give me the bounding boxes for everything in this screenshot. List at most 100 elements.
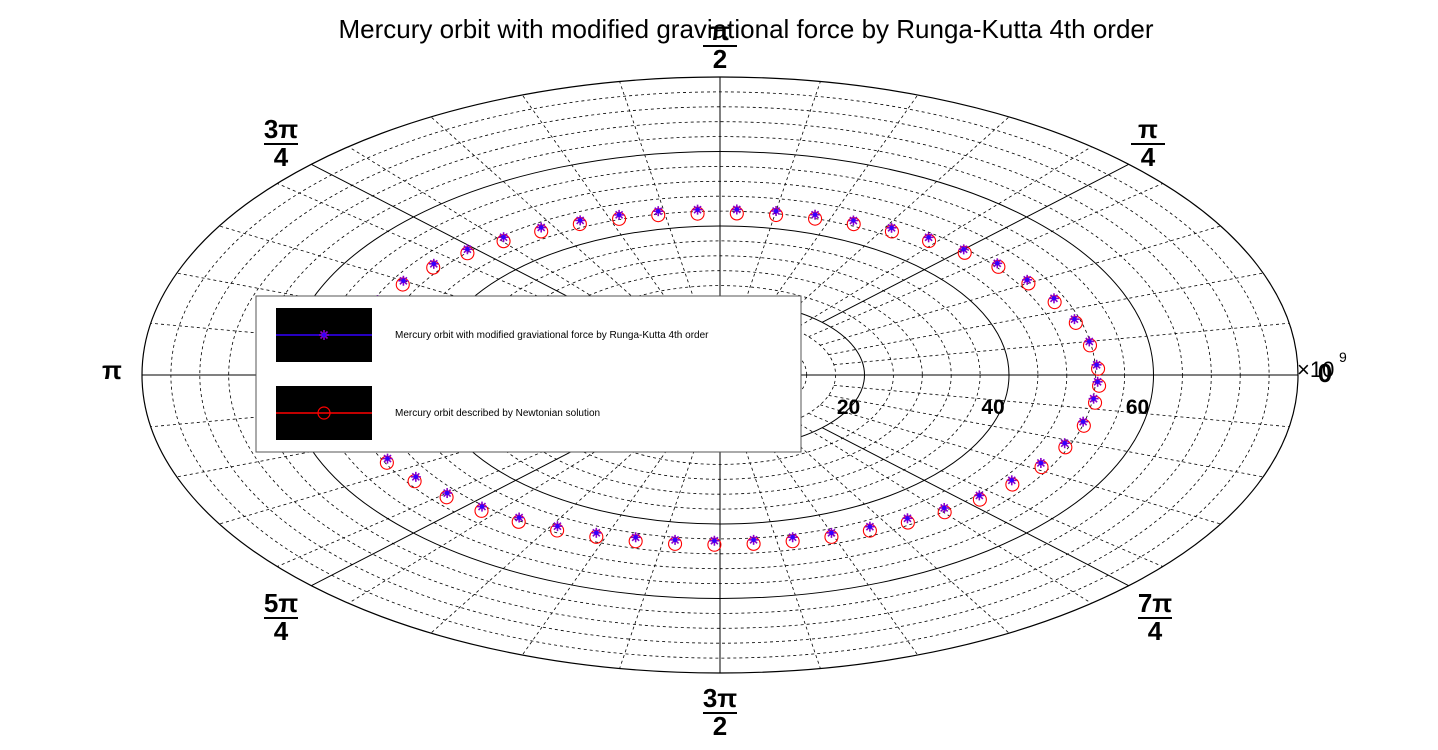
legend-label-rk4: Mercury orbit with modified graviational…	[395, 330, 709, 341]
rk4-point	[1078, 416, 1089, 427]
angle-label: 0	[1318, 358, 1332, 388]
rk4-point	[630, 532, 641, 543]
angle-label-numerator: 7π	[1138, 588, 1172, 618]
grid-spoke-minor	[219, 404, 621, 525]
newton-point	[1068, 315, 1083, 330]
grid-spoke-minor	[819, 404, 1221, 525]
angle-label-numerator: 5π	[264, 588, 298, 618]
angle-label: 3π4	[264, 114, 298, 172]
rk4-point	[709, 535, 720, 546]
grid-spoke-minor	[739, 81, 821, 317]
rk4-point	[552, 521, 563, 532]
rk4-point	[1084, 336, 1095, 347]
grid-spoke-minor	[277, 183, 632, 338]
legend-label-newton: Mercury orbit described by Newtonian sol…	[395, 408, 600, 419]
angle-label: π	[102, 355, 122, 385]
rk4-point	[575, 215, 586, 226]
rk4-point	[1035, 457, 1046, 468]
rk4-point	[748, 534, 759, 545]
rk4-point	[398, 275, 409, 286]
rk4-point	[477, 501, 488, 512]
rk4-point	[614, 209, 625, 220]
grid-spoke-minor	[348, 146, 646, 330]
grid-spoke-minor	[521, 430, 681, 656]
rk4-point	[826, 527, 837, 538]
rk4-point	[771, 206, 782, 217]
angle-label-denominator: 2	[713, 44, 727, 74]
radial-tick-label: 20	[837, 396, 860, 419]
angle-label-denominator: 4	[274, 616, 289, 646]
angle-label-text: 0	[1318, 358, 1332, 388]
rk4-point	[1006, 475, 1017, 486]
rk4-point	[864, 521, 875, 532]
angle-label: π4	[1131, 114, 1165, 172]
rk4-point	[1022, 274, 1033, 285]
angle-label-numerator: 3π	[264, 114, 298, 144]
rk4-point	[902, 513, 913, 524]
grid-spoke-minor	[348, 420, 646, 604]
rk4-point	[1059, 438, 1070, 449]
grid-spoke-minor	[430, 426, 663, 634]
rk4-point	[939, 502, 950, 513]
angle-label-numerator: π	[710, 16, 730, 46]
grid-spoke-minor	[794, 146, 1092, 330]
angle-label-denominator: 4	[1148, 616, 1163, 646]
grid-spoke-minor	[219, 225, 621, 346]
chart-title: Mercury orbit with modified graviational…	[338, 14, 1153, 44]
grid-spoke-minor	[619, 433, 701, 669]
radial-tick-label: 60	[1126, 396, 1149, 419]
grid-spoke-minor	[833, 322, 1290, 366]
grid-spoke-minor	[833, 384, 1290, 428]
newton-point	[1021, 276, 1036, 291]
rk4-point	[974, 490, 985, 501]
grid-spoke-minor	[828, 394, 1264, 478]
legend-star	[319, 330, 329, 340]
grid-spoke-minor	[819, 225, 1221, 346]
grid-spoke-minor	[739, 433, 821, 669]
angle-label: π2	[703, 16, 737, 74]
grid-spoke-minor	[808, 183, 1163, 338]
rk4-point	[591, 527, 602, 538]
newton-point	[957, 245, 972, 260]
rk4-point	[992, 258, 1003, 269]
rk4-point	[1091, 359, 1102, 370]
grid-spoke-minor	[777, 426, 1010, 634]
rk4-point	[1048, 293, 1059, 304]
rk4-point	[382, 453, 393, 464]
grid-spoke-minor	[808, 412, 1163, 567]
rk4-point	[442, 488, 453, 499]
rk4-point	[731, 204, 742, 215]
grid-spoke-minor	[759, 430, 919, 656]
angle-label-text: π	[102, 355, 122, 385]
rk4-point	[886, 222, 897, 233]
grid-spoke-minor	[619, 81, 701, 317]
angle-label: 5π4	[264, 588, 298, 646]
grid-spoke-minor	[777, 116, 1010, 324]
rk4-point	[670, 534, 681, 545]
rk4-point	[514, 512, 525, 523]
legend: Mercury orbit with modified graviational…	[255, 295, 802, 453]
rk4-point	[848, 215, 859, 226]
rk4-point	[1069, 314, 1080, 325]
rk4-point	[923, 232, 934, 243]
rk4-point	[428, 258, 439, 269]
grid-spoke-major	[311, 427, 619, 587]
legend-circle-marker	[317, 406, 331, 420]
grid-spoke-major	[821, 427, 1129, 587]
rk4-point	[1088, 393, 1099, 404]
rk4-point	[787, 532, 798, 543]
radial-multiplier: ×10	[1297, 357, 1334, 382]
angle-label: 7π4	[1138, 588, 1172, 646]
rk4-point	[653, 206, 664, 217]
legend-star-marker	[319, 330, 329, 340]
newton-point	[991, 259, 1006, 274]
rk4-point	[1092, 376, 1103, 387]
grid-spoke-minor	[794, 420, 1092, 604]
angle-label-denominator: 2	[713, 711, 727, 741]
angle-label-denominator: 4	[274, 142, 289, 172]
radial-multiplier-exponent: 9	[1339, 349, 1347, 365]
rk4-point	[536, 222, 547, 233]
angle-label-numerator: π	[1138, 114, 1158, 144]
